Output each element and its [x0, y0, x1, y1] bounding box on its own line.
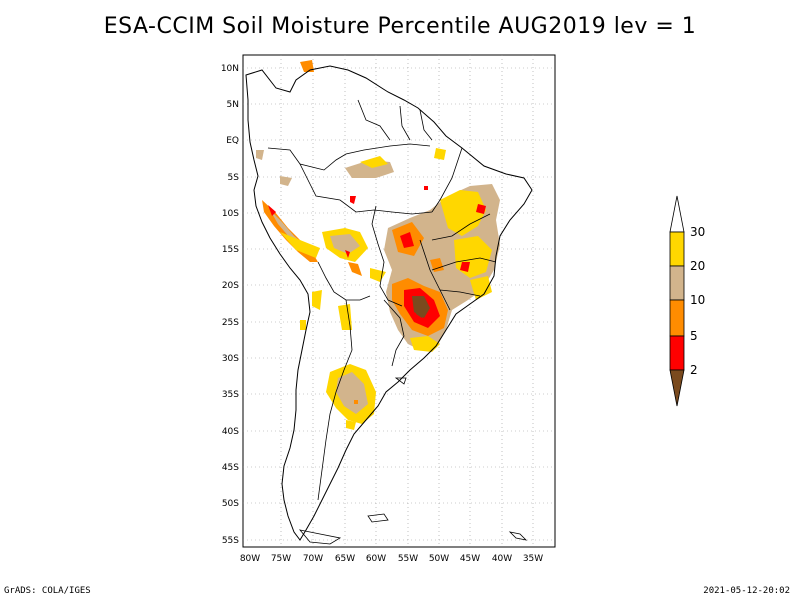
colorbar-label: 30 — [690, 225, 705, 239]
colorbar — [669, 195, 685, 407]
lat-label: 25S — [222, 318, 239, 328]
lon-label: 80W — [240, 554, 260, 564]
lon-label: 65W — [335, 554, 355, 564]
colorbar-labels: 2 5 10 20 30 — [690, 225, 705, 377]
coastline — [245, 65, 533, 541]
lat-label: 5S — [228, 173, 240, 183]
lat-label: 55S — [222, 536, 239, 546]
lon-label: 40W — [492, 554, 512, 564]
colorbar-swatch-20-30 — [669, 231, 685, 267]
lat-label: 20S — [222, 281, 239, 291]
colorbar-swatch-2-5 — [669, 335, 685, 371]
colorbar-top-triangle — [669, 195, 685, 233]
percentile-shading — [256, 60, 500, 430]
colorbar-label: 5 — [690, 329, 698, 343]
lat-label: 35S — [222, 390, 239, 400]
lat-label: EQ — [226, 136, 239, 146]
lon-label: 55W — [398, 554, 418, 564]
lon-label: 75W — [271, 554, 291, 564]
islands — [298, 377, 528, 545]
graticule — [243, 55, 555, 547]
lon-label: 70W — [303, 554, 323, 564]
lat-label: 40S — [222, 427, 239, 437]
lat-label: 30S — [222, 354, 239, 364]
lat-label: 15S — [222, 245, 239, 255]
country-borders — [267, 99, 497, 501]
lat-label: 50S — [222, 499, 239, 509]
footer-credit: GrADS: COLA/IGES — [4, 586, 91, 596]
colorbar-label: 10 — [690, 293, 705, 307]
lon-label: 45W — [460, 554, 480, 564]
lat-label: 10S — [222, 209, 239, 219]
map-frame — [242, 54, 556, 548]
lat-label: 45S — [222, 463, 239, 473]
colorbar-swatch-10-20 — [669, 265, 685, 301]
lon-label: 50W — [429, 554, 449, 564]
lon-label: 35W — [523, 554, 543, 564]
lat-axis-labels: 10N 5N EQ 5S 10S 15S 20S 25S 30S 35S 40S… — [221, 64, 239, 546]
lon-label: 60W — [366, 554, 386, 564]
lat-label: 5N — [227, 100, 239, 110]
colorbar-swatch-5-10 — [669, 299, 685, 337]
colorbar-label: 20 — [690, 259, 705, 273]
lat-label: 10N — [221, 64, 239, 74]
lon-axis-labels: 80W 75W 70W 65W 60W 55W 50W 45W 40W 35W — [240, 554, 543, 564]
map-title: ESA-CCIM Soil Moisture Percentile AUG201… — [103, 14, 697, 39]
colorbar-bottom-triangle — [669, 369, 685, 407]
footer-timestamp: 2021-05-12-20:02 — [703, 586, 790, 596]
colorbar-label: 2 — [690, 363, 698, 377]
